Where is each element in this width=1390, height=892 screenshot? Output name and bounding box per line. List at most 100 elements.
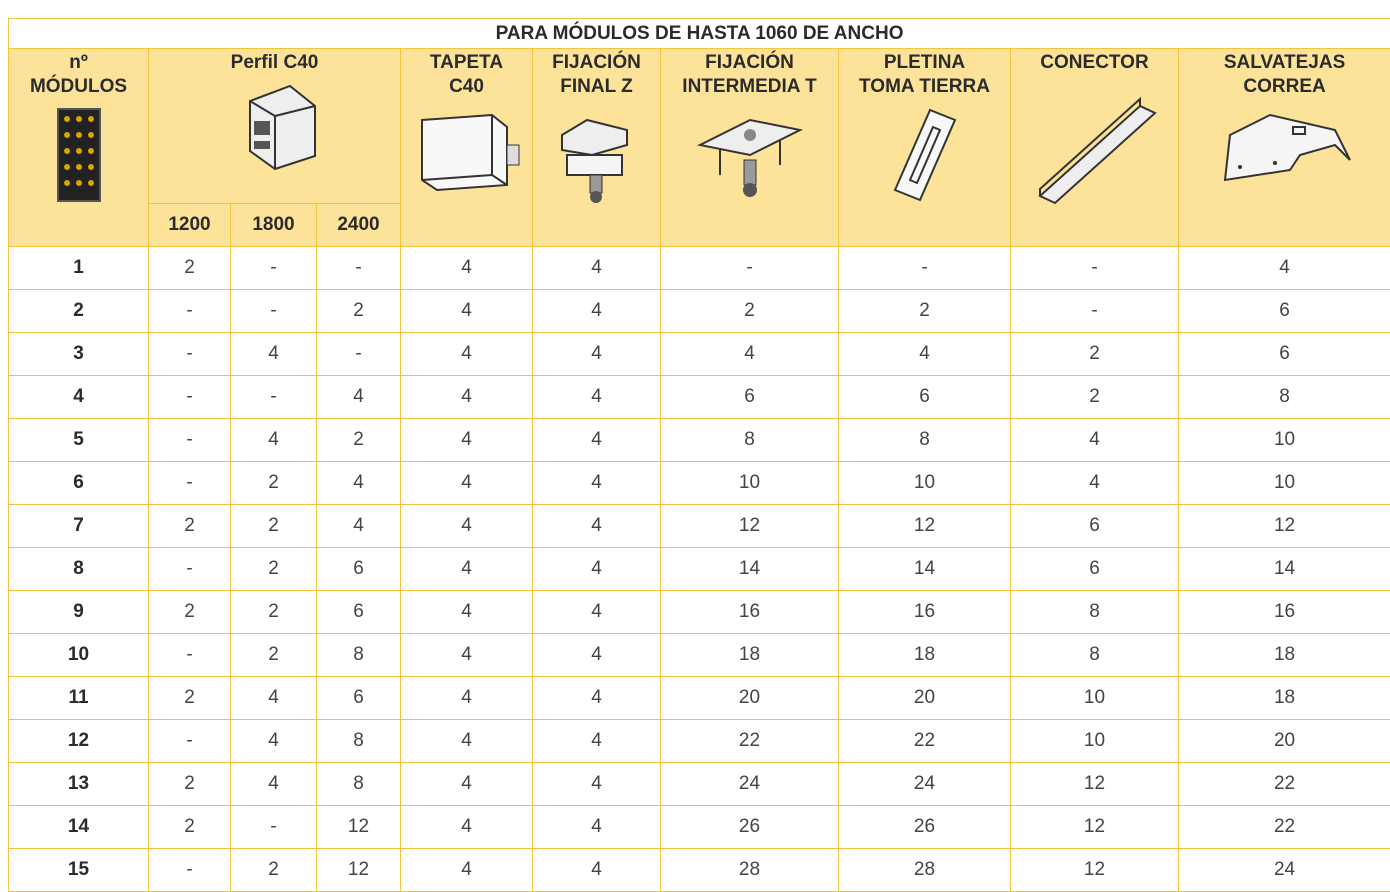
module-count: 12: [9, 720, 149, 763]
quantity-cell: 8: [839, 419, 1011, 462]
quantity-cell: 6: [661, 376, 839, 419]
quantity-cell: 14: [1179, 548, 1390, 591]
quantity-cell: 6: [1179, 290, 1390, 333]
quantity-cell: 12: [839, 505, 1011, 548]
quantity-cell: -: [231, 806, 317, 849]
header-text: FIJACIÓN: [661, 51, 838, 75]
quantity-cell: -: [149, 720, 231, 763]
quantity-cell: 20: [839, 677, 1011, 720]
quantity-cell: 4: [533, 806, 661, 849]
quantity-cell: 24: [839, 763, 1011, 806]
quantity-cell: 4: [533, 505, 661, 548]
quantity-cell: -: [231, 290, 317, 333]
quantity-cell: 4: [317, 462, 401, 505]
header-text: CORREA: [1179, 75, 1390, 99]
connector-icon: [1030, 81, 1160, 211]
quantity-cell: 4: [533, 677, 661, 720]
module-count: 3: [9, 333, 149, 376]
quantity-cell: 4: [533, 720, 661, 763]
header-text: TOMA TIERRA: [839, 75, 1010, 99]
quantity-cell: 18: [1179, 634, 1390, 677]
quantity-cell: -: [317, 247, 401, 290]
quantity-cell: 4: [231, 677, 317, 720]
quantity-cell: 2: [149, 763, 231, 806]
header-text: CONECTOR: [1011, 51, 1178, 75]
quantity-cell: 12: [1011, 849, 1179, 892]
quantity-cell: 28: [839, 849, 1011, 892]
module-count: 5: [9, 419, 149, 462]
solar-panel-icon: [54, 105, 104, 205]
quantity-cell: 4: [533, 247, 661, 290]
quantity-cell: -: [661, 247, 839, 290]
subheader-cell: 2400: [317, 204, 401, 247]
quantity-cell: 2: [149, 591, 231, 634]
quantity-cell: 18: [839, 634, 1011, 677]
quantity-cell: 4: [533, 548, 661, 591]
quantity-cell: -: [231, 247, 317, 290]
quantity-cell: 2: [839, 290, 1011, 333]
module-count: 14: [9, 806, 149, 849]
mid-clamp-icon: [695, 105, 805, 205]
quantity-cell: -: [149, 462, 231, 505]
quantity-cell: -: [149, 290, 231, 333]
quantity-cell: 2: [231, 591, 317, 634]
quantity-cell: 2: [661, 290, 839, 333]
quantity-cell: 2: [149, 505, 231, 548]
module-count: 13: [9, 763, 149, 806]
quantity-cell: 4: [1011, 419, 1179, 462]
quantity-cell: 10: [839, 462, 1011, 505]
quantity-cell: -: [149, 333, 231, 376]
quantity-cell: 4: [401, 419, 533, 462]
quantity-cell: -: [1011, 290, 1179, 333]
quantity-cell: 12: [317, 849, 401, 892]
quantity-cell: 6: [1011, 505, 1179, 548]
quantity-cell: 2: [149, 677, 231, 720]
quantity-cell: 6: [317, 677, 401, 720]
module-count: 4: [9, 376, 149, 419]
quantity-cell: 4: [533, 376, 661, 419]
quantity-cell: -: [231, 376, 317, 419]
quantity-cell: 2: [149, 806, 231, 849]
quantity-cell: 14: [661, 548, 839, 591]
quantity-cell: 4: [533, 462, 661, 505]
header-text: nº: [9, 51, 148, 75]
subheader-cell: 1200: [149, 204, 231, 247]
quantity-cell: 2: [317, 419, 401, 462]
quantity-cell: 12: [1179, 505, 1390, 548]
quantity-cell: 4: [231, 419, 317, 462]
quantity-cell: 18: [661, 634, 839, 677]
quantity-cell: 4: [533, 333, 661, 376]
quantity-cell: -: [317, 333, 401, 376]
quantity-cell: 4: [533, 591, 661, 634]
quantity-cell: 4: [401, 591, 533, 634]
module-count: 15: [9, 849, 149, 892]
quantity-cell: -: [149, 548, 231, 591]
quantity-cell: 4: [1179, 247, 1390, 290]
quantity-cell: 6: [839, 376, 1011, 419]
header-text: MÓDULOS: [9, 75, 148, 99]
quantity-cell: 4: [231, 763, 317, 806]
quantity-cell: 6: [317, 548, 401, 591]
quantity-cell: 6: [1179, 333, 1390, 376]
quantity-cell: 20: [661, 677, 839, 720]
quantity-cell: 26: [839, 806, 1011, 849]
quantity-cell: -: [149, 849, 231, 892]
header-cell: Perfil C40: [149, 49, 401, 204]
quantity-cell: 22: [1179, 763, 1390, 806]
quantity-cell: -: [149, 634, 231, 677]
header-text: SALVATEJAS: [1179, 51, 1390, 75]
quantity-cell: 12: [317, 806, 401, 849]
